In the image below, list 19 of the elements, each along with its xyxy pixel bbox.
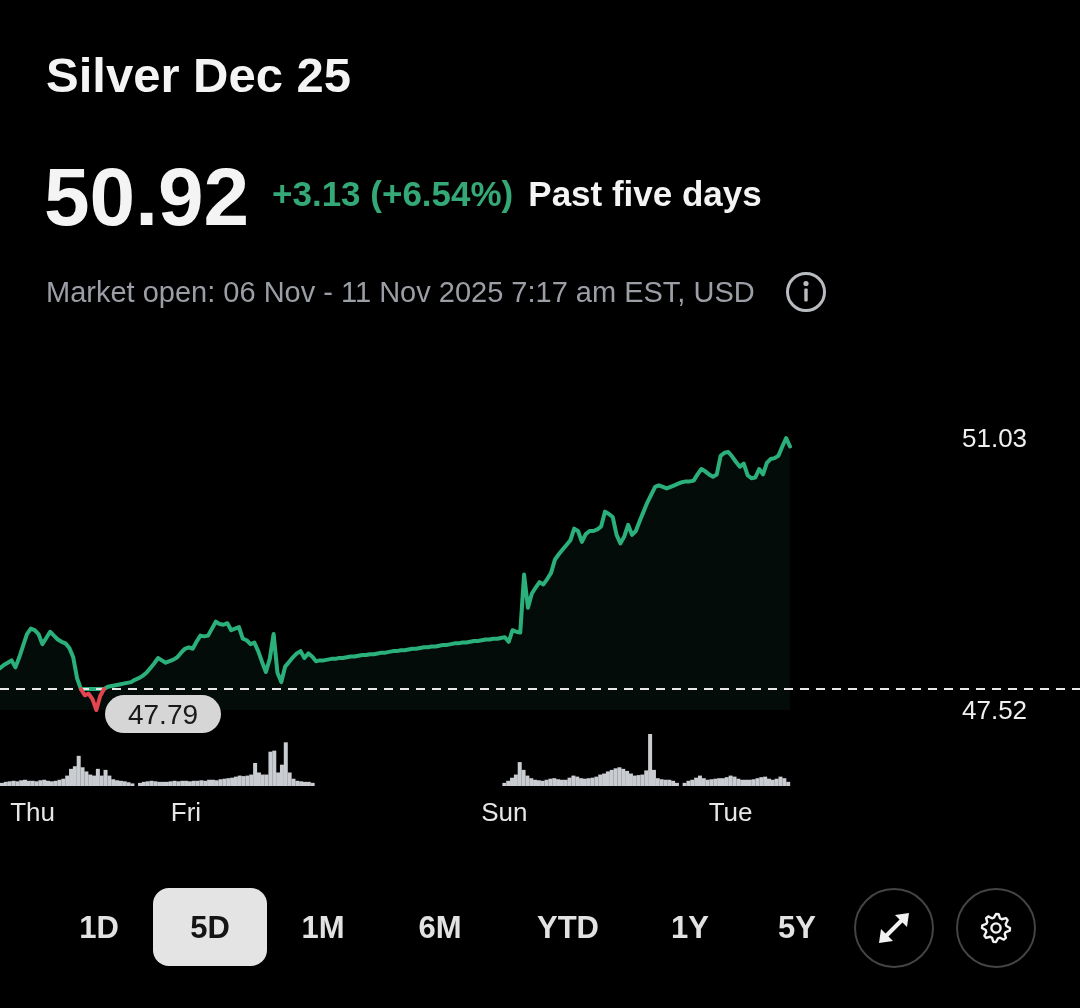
y-tick-label: 51.03 [962,423,1028,454]
text: YTD [537,909,599,945]
x-tick-label: Thu [10,797,55,827]
ref-line-label: 47.79 [127,698,199,730]
text: 1D [79,909,119,945]
y-tick-label: 47.52 [962,695,1028,726]
x-tick-label: Sun [481,797,528,827]
x-tick-label: Fri [170,797,202,827]
chart-subtitle: Market open: 06 Nov - 11 Nov 2025 7:17 am EST, USD [46,275,755,310]
chart-title: Silver Dec 25 [46,48,352,102]
text: Past five days [528,174,762,213]
selected-tab: 5D [153,888,267,966]
text: 50.92 [44,151,250,242]
text: +3.13 (+6.54%) [272,174,514,213]
x-tick-label: Tue [708,797,753,827]
text: 1M [301,909,345,945]
text: 5Y [778,909,816,945]
text: 1Y [671,909,709,945]
text: 6M [418,909,462,945]
